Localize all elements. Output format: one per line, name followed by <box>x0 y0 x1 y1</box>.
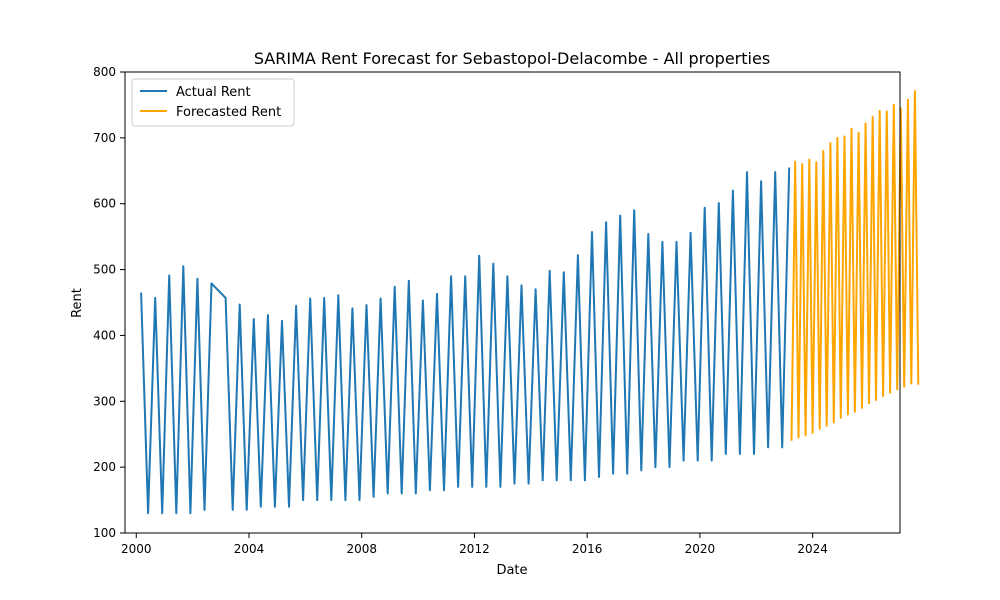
y-axis: 100 200 300 400 500 600 700 800 <box>93 65 125 540</box>
series-line-forecasted-rent <box>790 90 920 441</box>
y-axis-label: Rent <box>70 288 85 318</box>
series-line-actual-rent <box>140 167 791 515</box>
legend: Actual Rent Forecasted Rent <box>131 78 295 127</box>
x-tick-label: 2004 <box>234 542 265 556</box>
y-tick-label: 800 <box>93 65 116 79</box>
y-tick-label: 700 <box>93 131 116 145</box>
legend-box <box>131 78 295 127</box>
x-tick-label: 2008 <box>346 542 377 556</box>
series-layer <box>140 90 920 515</box>
legend-label-actual: Actual Rent <box>176 85 251 100</box>
x-tick-label: 2012 <box>459 542 490 556</box>
x-axis: 2000 2004 2008 2012 2016 2020 2024 <box>121 533 828 556</box>
x-tick-label: 2000 <box>121 542 152 556</box>
plot-area-frame <box>124 71 901 534</box>
x-axis-label: Date <box>496 563 527 578</box>
y-tick-label: 400 <box>93 328 116 342</box>
y-tick-label: 100 <box>93 526 116 540</box>
y-tick-label: 300 <box>93 394 116 408</box>
x-tick-label: 2016 <box>572 542 603 556</box>
y-tick-label: 600 <box>93 197 116 211</box>
x-tick-label: 2020 <box>685 542 716 556</box>
chart-title: SARIMA Rent Forecast for Sebastopol-Dela… <box>254 49 770 68</box>
legend-label-forecast: Forecasted Rent <box>176 105 281 120</box>
y-tick-label: 200 <box>93 460 116 474</box>
x-tick-label: 2024 <box>797 542 828 556</box>
y-tick-label: 500 <box>93 263 116 277</box>
